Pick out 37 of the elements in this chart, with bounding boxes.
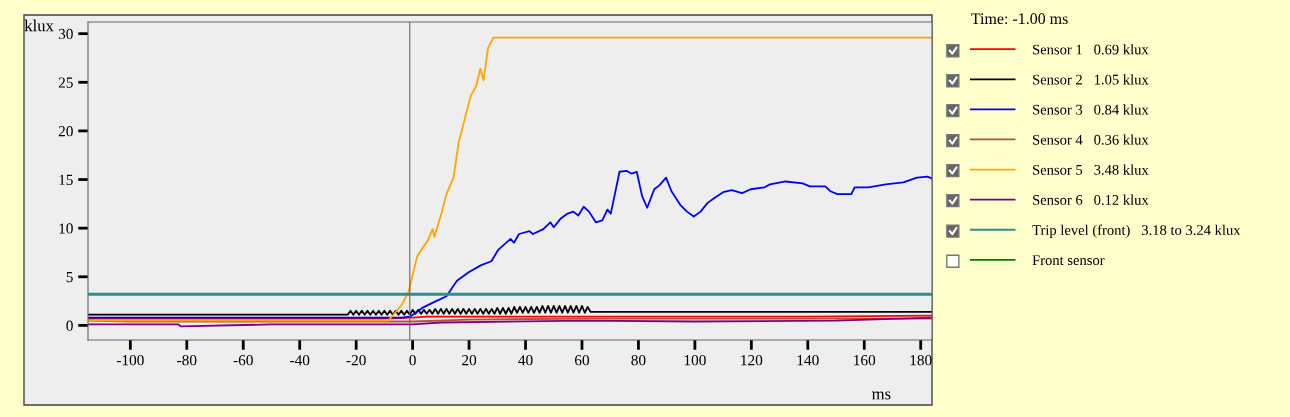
x-tick-label: -20 xyxy=(346,355,366,366)
y-axis-title: klux xyxy=(24,19,54,32)
y-tick-label: 30 xyxy=(58,28,73,40)
x-tick-label: 140 xyxy=(797,355,819,366)
x-tick-label: 120 xyxy=(741,355,763,366)
legend-label: Sensor 2 1.05 klux xyxy=(1033,74,1149,85)
y-tick-label: 20 xyxy=(58,126,73,137)
x-axis-title: ms xyxy=(871,391,891,400)
x-tick-label: 160 xyxy=(854,355,876,366)
x-tick-label: 40 xyxy=(518,355,533,366)
x-tick-label: 80 xyxy=(631,355,646,366)
x-tick-label: -80 xyxy=(177,355,197,366)
legend-label: Sensor 1 0.69 klux xyxy=(1033,44,1149,55)
line-series xyxy=(88,169,932,319)
y-tick-label: 5 xyxy=(66,272,73,283)
legend-label: Trip level (front) 3.18 to 3.24 klux xyxy=(1032,224,1241,238)
x-tick-label: 180 xyxy=(910,355,932,366)
legend-label: Sensor 6 0.12 klux xyxy=(1033,194,1149,205)
line-series xyxy=(88,316,932,328)
line-series xyxy=(88,305,932,316)
x-tick-label: 0 xyxy=(409,355,416,366)
y-tick-label: 0 xyxy=(66,320,73,331)
y-tick-label: 10 xyxy=(59,223,73,234)
legend-title: Time: -1.00 ms xyxy=(971,13,1068,25)
x-tick-label: -40 xyxy=(290,355,310,366)
legend-label: Sensor 5 3.48 klux xyxy=(1033,164,1149,175)
legend-label: Sensor 3 0.84 klux xyxy=(1033,104,1149,115)
x-tick-label: 20 xyxy=(462,355,477,366)
y-tick-label: 25 xyxy=(58,77,73,88)
legend-label: Front sensor xyxy=(1032,255,1105,266)
y-tick-label: 15 xyxy=(59,174,73,185)
x-tick-label: 100 xyxy=(684,355,706,366)
legend-label: Sensor 4 0.36 klux xyxy=(1033,134,1149,145)
x-tick-label: 60 xyxy=(575,355,590,366)
x-tick-label: -60 xyxy=(233,355,253,366)
x-tick-label: -100 xyxy=(116,355,144,366)
line-series xyxy=(88,36,932,322)
